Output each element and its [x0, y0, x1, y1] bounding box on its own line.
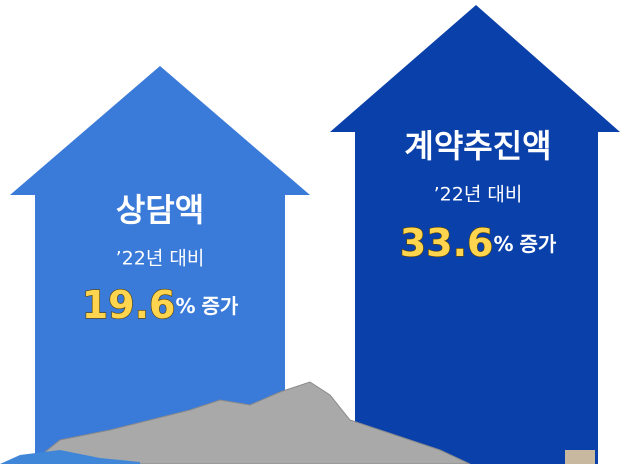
arrow-title: 계약추진액 [404, 127, 551, 165]
infographic: 상담액 ’22년 대비 19.6% 증가 계약추진액 ’22년 대비 33.6% 증… [0, 0, 620, 464]
value: 19.6 [82, 283, 176, 327]
value: 33.6 [400, 221, 494, 265]
arrow-subtitle: ’22년 대비 [116, 248, 205, 270]
corner-mark [565, 450, 595, 464]
value-label: 증가 [202, 294, 239, 318]
arrow-title: 상담액 [116, 191, 204, 229]
unit: % [493, 232, 513, 256]
unit: % [175, 294, 195, 318]
arrow-subtitle: ’22년 대비 [434, 184, 523, 206]
value-label: 증가 [520, 232, 557, 256]
